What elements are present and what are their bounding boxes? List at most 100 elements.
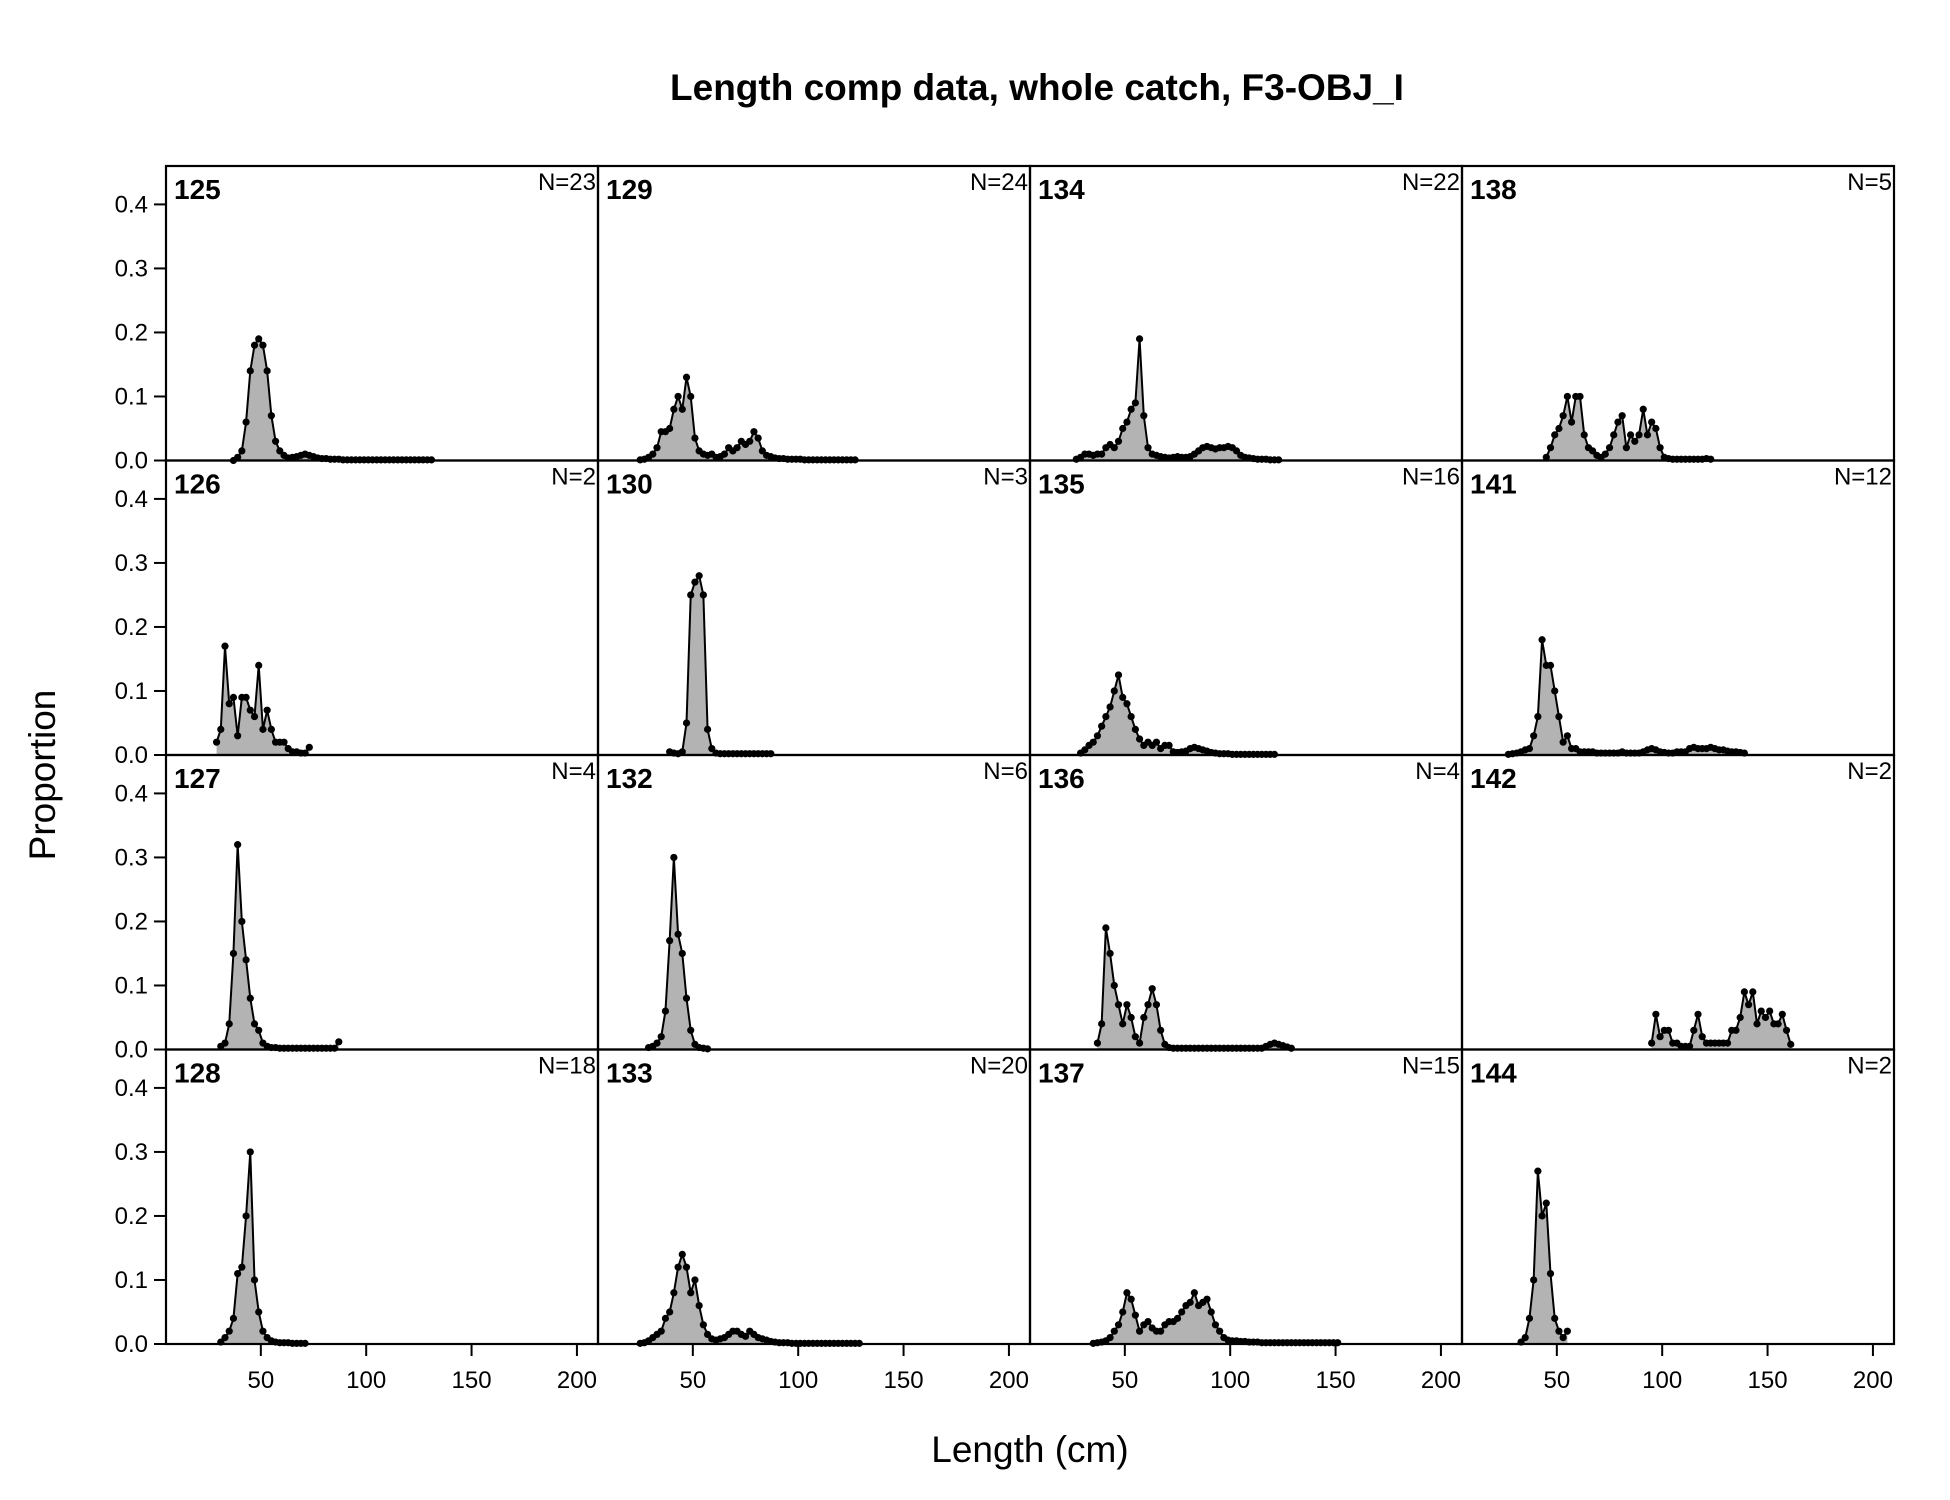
data-point	[250, 341, 259, 349]
data-point	[666, 424, 674, 433]
data-point	[1131, 1033, 1139, 1041]
data-point	[1555, 712, 1563, 721]
data-point	[1685, 1042, 1694, 1050]
y-tick-label: 0.0	[115, 1331, 148, 1358]
sample-size-label: N=18	[538, 1053, 596, 1080]
data-point	[1576, 392, 1584, 401]
data-point	[1127, 1295, 1135, 1303]
data-point	[1152, 738, 1161, 746]
data-point	[661, 1007, 670, 1015]
data-point	[1135, 735, 1144, 743]
data-point	[242, 693, 250, 701]
sample-size-label: N=5	[1847, 169, 1892, 196]
y-tick-label: 0.1	[115, 678, 148, 705]
panel-frame	[596, 1048, 1032, 1346]
data-point	[649, 450, 657, 458]
area-fill	[640, 1254, 860, 1344]
data-point	[1618, 412, 1626, 420]
data-point	[250, 1020, 259, 1028]
y-tick-label: 0.4	[115, 1075, 148, 1102]
data-point	[1782, 1026, 1791, 1034]
data-point	[234, 841, 242, 849]
data-point	[246, 367, 254, 375]
data-point	[255, 1308, 263, 1316]
data-point	[246, 1148, 254, 1156]
data-point	[758, 447, 766, 455]
sample-size-label: N=2	[551, 464, 596, 491]
data-point	[1690, 1026, 1698, 1034]
data-point	[1656, 444, 1664, 452]
sample-size-label: N=3	[983, 464, 1028, 491]
panel-label: 144	[1470, 1058, 1517, 1089]
data-point	[1140, 412, 1148, 420]
data-point	[1563, 732, 1571, 740]
data-point	[276, 447, 284, 455]
data-point	[1098, 722, 1106, 730]
data-point	[229, 949, 238, 958]
data-point	[1656, 1033, 1664, 1041]
sample-size-label: N=22	[1402, 169, 1460, 196]
data-point	[1135, 335, 1144, 343]
data-point	[1114, 437, 1123, 445]
data-point	[1081, 746, 1089, 754]
data-point	[1098, 1020, 1106, 1028]
area-fill	[1076, 338, 1279, 461]
data-point	[1216, 1327, 1224, 1335]
y-tick-label: 0.4	[115, 191, 148, 218]
data-point	[1102, 712, 1110, 721]
sample-size-label: N=24	[970, 169, 1028, 196]
panel-135: 135 N=16	[1028, 459, 1464, 758]
data-point	[1093, 732, 1102, 740]
data-point	[1648, 1039, 1656, 1047]
data-point	[242, 1212, 250, 1220]
data-point	[1546, 444, 1555, 452]
data-point	[1740, 988, 1748, 996]
sample-size-label: N=2	[1847, 1053, 1892, 1080]
x-tick-label: 100	[1210, 1367, 1250, 1394]
data-point	[225, 1327, 233, 1335]
data-point	[678, 949, 686, 958]
data-point	[1119, 424, 1127, 433]
data-point	[1530, 732, 1538, 740]
panel-label: 136	[1038, 763, 1085, 794]
chart-title: Length comp data, whole catch, F3-OBJ_I	[670, 67, 1404, 108]
data-point	[1551, 1314, 1559, 1322]
data-point	[687, 392, 695, 401]
sample-size-label: N=4	[551, 758, 596, 785]
panel-125: 125 N=23 0.0 0.1 0.2 0.3 0.4	[115, 164, 600, 475]
data-point	[708, 745, 716, 753]
data-point	[1119, 1308, 1127, 1316]
data-point	[1745, 1001, 1753, 1009]
data-point	[1546, 1269, 1555, 1278]
y-tick-label: 0.4	[115, 486, 148, 513]
x-tick-label: 150	[884, 1367, 924, 1394]
data-point	[746, 437, 754, 445]
data-point	[238, 917, 246, 926]
data-point	[1698, 1033, 1706, 1041]
data-point	[1761, 1013, 1770, 1022]
data-point	[238, 1263, 246, 1271]
x-tick-label: 100	[346, 1367, 386, 1394]
data-point	[1652, 424, 1660, 433]
data-point	[1135, 1327, 1144, 1335]
data-point	[267, 725, 275, 733]
data-point	[259, 1327, 267, 1335]
data-point	[699, 1321, 707, 1329]
sample-size-label: N=16	[1402, 464, 1460, 491]
data-point	[1165, 741, 1173, 750]
panel-frame	[1028, 164, 1464, 462]
data-point	[657, 1327, 665, 1335]
panel-frame	[596, 753, 1032, 1051]
data-point	[670, 1289, 678, 1297]
data-point	[1123, 1001, 1131, 1009]
data-point	[1123, 418, 1131, 426]
sample-size-label: N=15	[1402, 1053, 1460, 1080]
data-point	[1119, 1020, 1127, 1028]
data-point	[1753, 1020, 1761, 1028]
data-point	[720, 450, 729, 458]
data-point	[1152, 1001, 1161, 1009]
area-fill	[1546, 396, 1711, 461]
data-point	[1127, 712, 1135, 721]
data-point	[1694, 1010, 1702, 1018]
